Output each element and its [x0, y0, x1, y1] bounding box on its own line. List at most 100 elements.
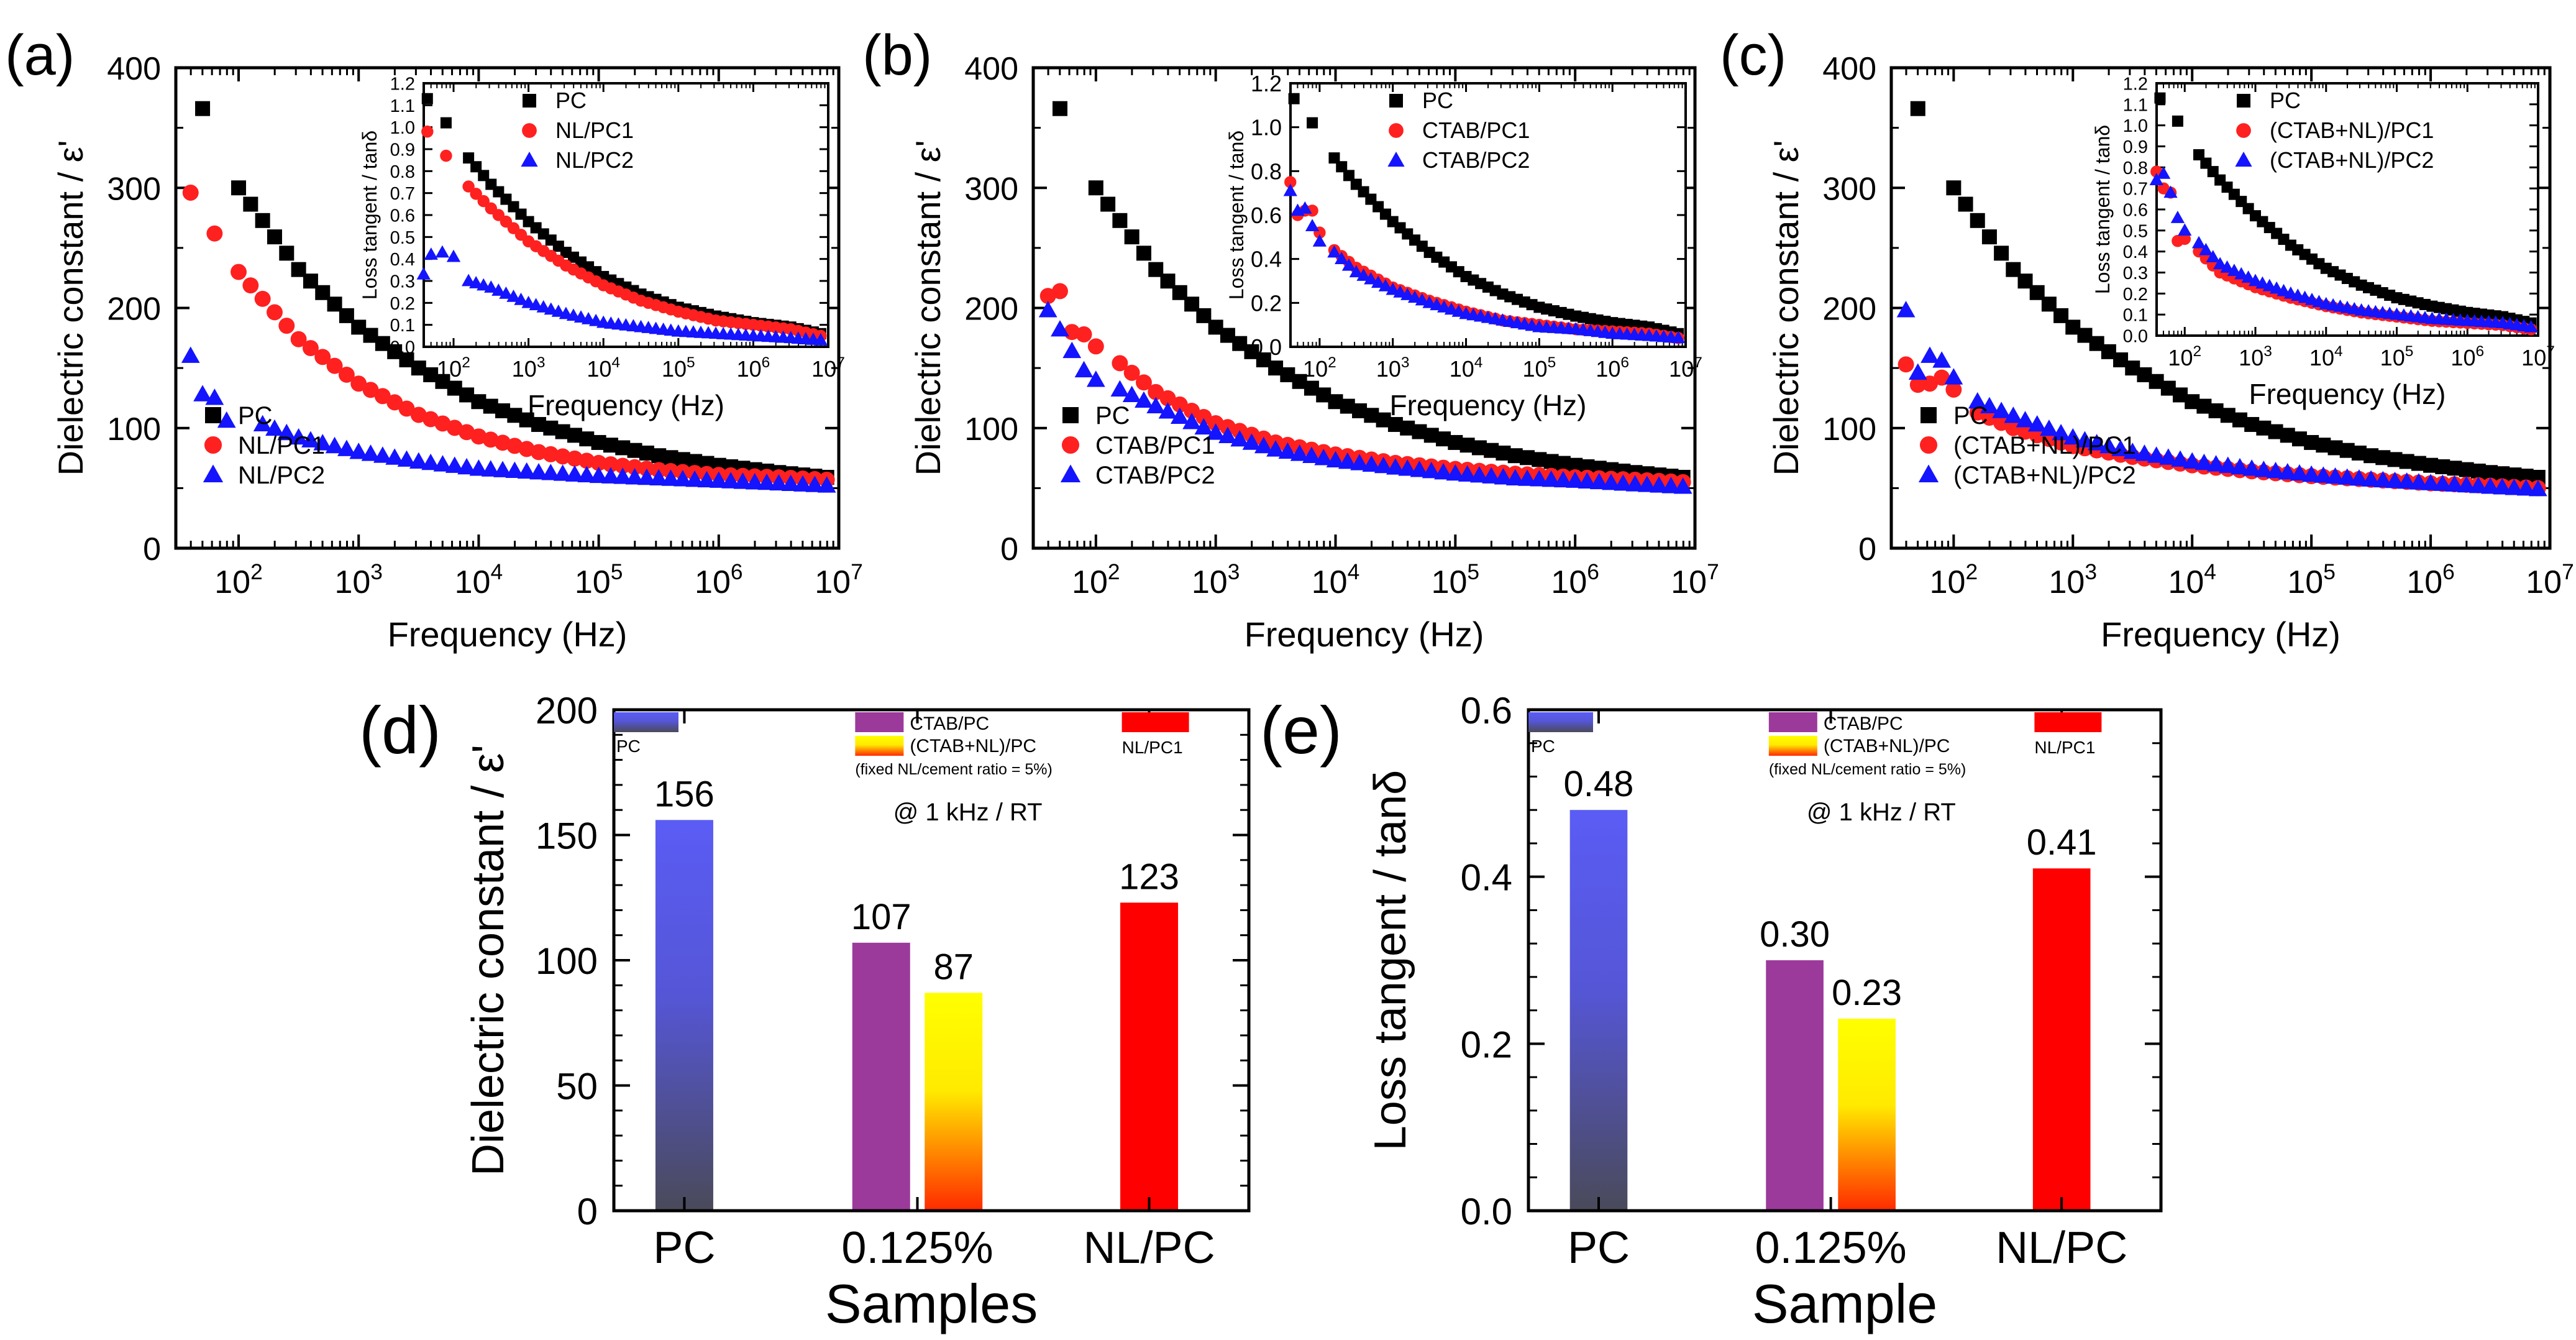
data-point [386, 394, 403, 411]
data-point [350, 375, 367, 392]
data-point [1135, 391, 1153, 408]
data-point [637, 468, 656, 485]
data-point [2242, 459, 2262, 476]
data-point [481, 460, 500, 477]
x-axis-label: Samples [825, 1273, 1038, 1334]
data-point [531, 444, 547, 461]
data-point [242, 277, 259, 294]
category-label: PC [653, 1223, 715, 1273]
data-point [290, 331, 307, 347]
inset-y-tick-label: 0.4 [1251, 247, 1282, 272]
inset-data-point [1407, 290, 1422, 303]
inset-data-point [1343, 170, 1355, 181]
inset-data-point [416, 267, 431, 280]
legend-swatch-nl [1121, 712, 1189, 732]
data-point [2493, 478, 2512, 495]
data-point [2362, 470, 2380, 487]
y-tick-label: 100 [536, 940, 598, 982]
data-point [1087, 338, 1104, 355]
data-point [769, 474, 788, 491]
inset-data-point [469, 276, 483, 288]
inset-data-point [2154, 92, 2166, 104]
data-point [1052, 283, 1068, 300]
data-point [1194, 418, 1213, 435]
data-point [1052, 101, 1067, 116]
data-point [1076, 326, 1092, 342]
data-point [1554, 470, 1573, 488]
inset-x-axis-label: Frequency (Hz) [528, 389, 724, 421]
inset-data-point [440, 117, 452, 129]
data-point [231, 264, 247, 280]
inset-y-tick-label: 0.4 [390, 250, 415, 270]
inset: 0.00.10.2 0.3 0.40.50.60.70.80.91.01.11.2 1… [359, 74, 845, 421]
data-point [2350, 469, 2368, 486]
inset-y-tick-label: 0.2 [390, 294, 415, 314]
inset-data-point [544, 302, 558, 315]
legend-label: NL/PC1 [2034, 738, 2095, 757]
inset-x-axis-label: Frequency (Hz) [2249, 378, 2446, 410]
inset-y-tick-label: 0.3 [2123, 264, 2148, 283]
data-point [2087, 434, 2106, 451]
inset-data-point [424, 247, 438, 260]
data-point [1898, 356, 1914, 373]
data-point [206, 225, 223, 242]
data-point [1218, 426, 1237, 443]
data-point [1051, 319, 1069, 337]
inset-legend: PC CTAB/PC1 CTAB/PC2 [1387, 88, 1530, 173]
data-point [2111, 439, 2130, 456]
data-point [1909, 377, 1926, 393]
inset-y-tick-label: 0.2 [2123, 285, 2148, 305]
data-point [1074, 360, 1094, 378]
data-point [673, 470, 692, 487]
data-point [2337, 468, 2357, 485]
inset-x-tick-label: 103 [1376, 354, 1410, 382]
bar-pc [1569, 810, 1628, 1211]
data-point [565, 465, 584, 482]
data-point [1136, 374, 1152, 391]
inset-x-tick-label: 104 [2309, 343, 2343, 370]
data-point [267, 304, 283, 321]
data-point [1921, 346, 1939, 363]
legend-label: (CTAB+NL)/PC1 [1953, 432, 2136, 459]
data-point [1100, 196, 1116, 212]
data-point [2004, 406, 2023, 423]
legend-marker [204, 436, 222, 454]
y-tick-label: 0 [1858, 531, 1876, 567]
data-point [1934, 369, 1950, 386]
inset-y-tick-label: 1.2 [1251, 71, 1282, 96]
legend: PC CTAB/PC1 CTAB/PC2 [1060, 402, 1215, 489]
data-point [349, 443, 368, 459]
data-point [398, 400, 415, 417]
data-point [469, 459, 488, 476]
x-axis-label: Sample [1752, 1273, 1937, 1334]
inset-y-tick-label: 0.5 [390, 228, 415, 248]
legend-swatch-nl [2034, 712, 2102, 732]
data-point [326, 357, 343, 374]
inset-data-point [2163, 185, 2178, 198]
data-point [2254, 461, 2273, 477]
data-point [1350, 454, 1369, 470]
inset-y-tick-label: 0.1 [2123, 306, 2148, 326]
inset-y-tick-label: 0.7 [390, 184, 415, 204]
data-point [1518, 469, 1537, 486]
legend-marker [1061, 436, 1080, 454]
y-axis-label: Dielectric constant / ε' [908, 140, 948, 476]
x-tick-label: 107 [2526, 560, 2574, 600]
inset-series--ctab-nl-pc2 [2149, 166, 2538, 333]
data-point [2445, 475, 2464, 492]
data-point [361, 444, 380, 461]
legend: PC (CTAB+NL)/PC1 (CTAB+NL)/PC2 [1918, 402, 2136, 489]
x-tick-label: 103 [2049, 560, 2098, 600]
data-point [781, 474, 800, 492]
inset-legend-label: (CTAB+NL)/PC2 [2270, 147, 2434, 173]
bar-mix [1838, 1019, 1896, 1211]
data-point [243, 196, 258, 212]
data-point [1650, 476, 1669, 493]
data-point [457, 457, 476, 475]
bar-value-label: 123 [1119, 856, 1179, 897]
data-point [541, 464, 560, 480]
inset-data-point [529, 298, 543, 311]
inset-x-tick-label: 105 [1523, 354, 1556, 382]
data-point [602, 456, 619, 473]
panel-e: (e) 0.48 0.300.23 0.41 0.0 0.2 0.4 0.6 PC 0.125% N… [1260, 690, 2163, 1334]
